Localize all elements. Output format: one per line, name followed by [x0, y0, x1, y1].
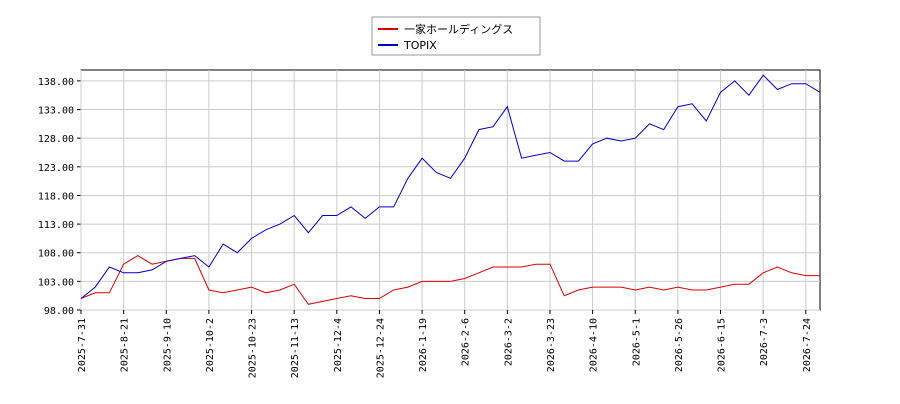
x-tick-label: 2025-12-24	[375, 318, 386, 378]
x-tick-label: 2025-11-13	[290, 318, 301, 378]
y-tick-label: 108.00	[38, 249, 74, 260]
y-tick-label: 123.00	[38, 163, 74, 174]
y-tick-label: 103.00	[38, 277, 74, 288]
x-tick-label: 2026-5-1	[631, 318, 642, 366]
x-tick-label: 2026-6-15	[717, 318, 728, 372]
x-tick-label: 2026-3-2	[503, 318, 514, 366]
series-line	[80, 255, 820, 305]
x-tick-label: 2025-10-2	[205, 318, 216, 372]
y-tick-label: 118.00	[38, 191, 74, 202]
legend-label: 一家ホールディングス	[404, 22, 513, 36]
y-tick-label: 113.00	[38, 220, 74, 231]
x-tick-label: 2025-7-31	[77, 318, 88, 372]
x-tick-label: 2026-7-3	[759, 318, 770, 366]
x-tick-label: 2025-10-23	[248, 318, 259, 378]
legend-box	[371, 16, 541, 56]
x-tick-label: 2026-5-26	[674, 318, 685, 372]
series-line	[80, 74, 821, 299]
y-tick-label: 128.00	[38, 134, 74, 145]
x-tick-label: 2025-12-4	[333, 318, 344, 372]
y-tick-label: 98.00	[44, 306, 74, 317]
legend-label: TOPIX	[403, 39, 437, 52]
x-tick-label: 2025-9-10	[162, 318, 173, 372]
x-tick-label: 2026-1-19	[418, 318, 429, 372]
x-tick-label: 2026-2-6	[461, 318, 472, 366]
x-tick-label: 2025-8-21	[120, 318, 131, 372]
y-tick-label: 138.00	[38, 77, 74, 88]
x-tick-label: 2026-3-23	[546, 318, 557, 372]
plot-frame	[80, 69, 821, 311]
x-tick-label: 2026-7-24	[802, 318, 813, 372]
y-tick-label: 133.00	[38, 106, 74, 117]
x-tick-label: 2026-4-10	[589, 318, 600, 372]
